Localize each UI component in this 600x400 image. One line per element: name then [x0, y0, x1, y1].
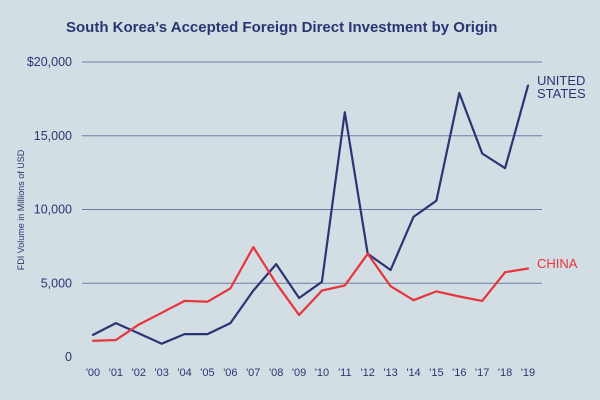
x-tick-label: '09 [292, 367, 306, 379]
x-tick-label: '11 [338, 367, 352, 379]
series-label: STATES [537, 86, 586, 101]
x-tick-label: '17 [475, 367, 489, 379]
x-tick-label: '08 [269, 367, 283, 379]
series-label: UNITED [537, 73, 585, 88]
x-tick-label: '18 [498, 367, 512, 379]
x-tick-label: '15 [429, 367, 443, 379]
y-axis-label: FDI Volume in Millions of USD [16, 149, 26, 270]
x-tick-label: '07 [246, 367, 260, 379]
x-tick-label: '10 [315, 367, 329, 379]
x-tick-label: '04 [177, 367, 191, 379]
y-axis-ticks: 0 5,000 10,000 15,000 $20,000 [27, 55, 72, 364]
series-lines [91, 84, 530, 345]
series-line-china [91, 246, 530, 342]
y-tick-label: 10,000 [34, 203, 72, 217]
x-tick-label: '13 [383, 367, 397, 379]
x-tick-label: '00 [86, 367, 100, 379]
series-line-united-states [91, 84, 530, 345]
x-tick-label: '03 [155, 367, 169, 379]
y-tick-label: 15,000 [34, 129, 72, 143]
x-tick-label: '14 [406, 367, 420, 379]
chart-title: South Korea’s Accepted Foreign Direct In… [66, 19, 497, 36]
gridlines [82, 61, 542, 284]
y-tick-label: 5,000 [41, 276, 72, 290]
x-tick-label: '16 [452, 367, 466, 379]
series-label: CHINA [537, 256, 578, 271]
y-tick-label: $20,000 [27, 55, 72, 69]
x-tick-label: '01 [109, 367, 123, 379]
x-tick-label: '05 [200, 367, 214, 379]
x-tick-label: '02 [132, 367, 146, 379]
y-tick-label: 0 [65, 350, 72, 364]
x-tick-label: '06 [223, 367, 237, 379]
x-tick-label: '19 [521, 367, 535, 379]
x-axis-ticks: '00 '01 '02 '03 '04 '05 '06 '07 '08 '09 '10 '11 '12 '… [86, 367, 535, 379]
x-tick-label: '12 [361, 367, 375, 379]
